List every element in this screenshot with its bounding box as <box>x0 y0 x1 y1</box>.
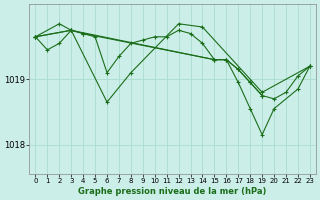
X-axis label: Graphe pression niveau de la mer (hPa): Graphe pression niveau de la mer (hPa) <box>78 187 267 196</box>
